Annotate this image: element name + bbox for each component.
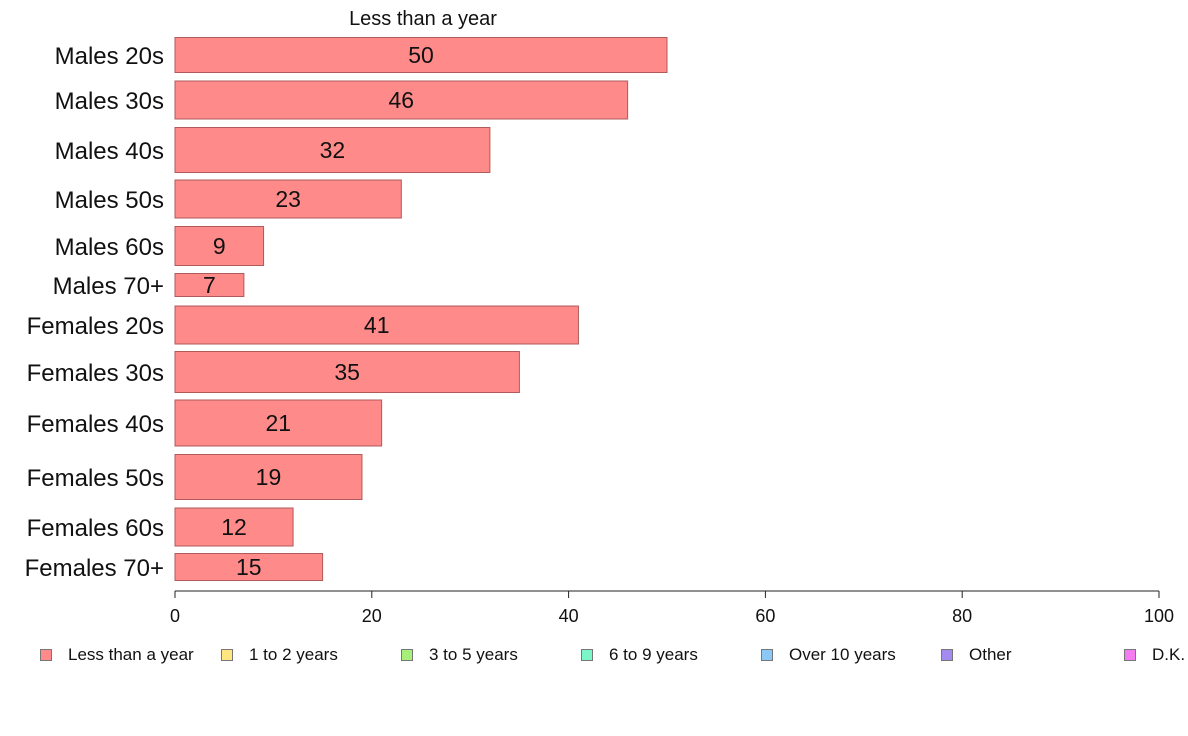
legend-label: Less than a year xyxy=(68,645,194,664)
x-tick-label: 80 xyxy=(952,606,972,626)
bar xyxy=(174,399,383,447)
bar xyxy=(174,273,245,297)
category-label: Females 40s xyxy=(27,411,164,438)
bar-value-label: 12 xyxy=(221,514,247,540)
bar xyxy=(174,553,324,581)
bar-value-label: 15 xyxy=(236,554,262,580)
category-label: Males 50s xyxy=(55,187,164,214)
legend-label: Over 10 years xyxy=(789,645,896,664)
legend-item: 1 to 2 years xyxy=(221,644,338,666)
bar-value-label: 41 xyxy=(364,312,390,338)
bar xyxy=(174,351,520,393)
chart-title: Less than a year xyxy=(349,8,497,30)
x-axis: 0 20 40 60 80 100 xyxy=(170,590,1174,626)
category-label: Males 20s xyxy=(55,43,164,70)
bar-value-label: 7 xyxy=(203,272,216,298)
legend-item: 6 to 9 years xyxy=(581,644,698,666)
legend-label: 3 to 5 years xyxy=(429,645,518,664)
legend-swatch xyxy=(761,649,773,661)
legend-swatch xyxy=(1124,649,1136,661)
bar-value-label: 19 xyxy=(256,464,282,490)
bar-value-label: 32 xyxy=(320,137,346,163)
category-label: Females 30s xyxy=(27,360,164,387)
legend-item: Less than a year xyxy=(40,644,194,666)
bar xyxy=(174,305,579,345)
category-label: Females 70+ xyxy=(25,555,164,582)
bar-value-label: 9 xyxy=(213,233,226,259)
category-label: Males 30s xyxy=(55,88,164,115)
category-label: Females 20s xyxy=(27,313,164,340)
category-label: Females 50s xyxy=(27,465,164,492)
bar-value-label: 35 xyxy=(334,359,360,385)
category-label: Males 60s xyxy=(55,234,164,261)
x-tick-label: 100 xyxy=(1144,606,1174,626)
category-label: Females 60s xyxy=(27,515,164,542)
legend-item: D.K. xyxy=(1124,644,1185,666)
bar-value-label: 23 xyxy=(275,186,301,212)
chart-legend: Less than a year 1 to 2 years 3 to 5 years… xyxy=(0,644,1188,668)
category-label: Males 70+ xyxy=(53,273,164,300)
legend-item: Other xyxy=(941,644,1012,666)
bar xyxy=(174,507,294,547)
legend-label: D.K. xyxy=(1152,645,1186,664)
bar xyxy=(174,80,629,120)
bar-value-label: 50 xyxy=(408,42,434,68)
bar xyxy=(174,179,402,219)
legend-swatch xyxy=(401,649,413,661)
legend-item: 3 to 5 years xyxy=(401,644,518,666)
x-tick-label: 40 xyxy=(559,606,579,626)
bar-value-label: 21 xyxy=(266,410,292,436)
x-tick-label: 60 xyxy=(755,606,775,626)
bar-chart: Less than a year 50 Males 20s 46 Males 30s 3… xyxy=(25,8,1174,626)
legend-swatch xyxy=(941,649,953,661)
legend-swatch xyxy=(581,649,593,661)
bars-layer: 50 Males 20s 46 Males 30s 32 Males 40s 23 Males… xyxy=(25,37,668,582)
x-tick-label: 0 xyxy=(170,606,180,626)
legend-item: Over 10 years xyxy=(761,644,896,666)
legend-label: 6 to 9 years xyxy=(609,645,698,664)
bar xyxy=(174,454,363,500)
legend-swatch xyxy=(40,649,52,661)
bar xyxy=(174,127,491,173)
legend-label: Other xyxy=(969,645,1012,664)
bar xyxy=(174,226,265,266)
bar-value-label: 46 xyxy=(389,87,415,113)
legend-swatch xyxy=(221,649,233,661)
bar xyxy=(174,37,668,73)
category-label: Males 40s xyxy=(55,138,164,165)
legend-label: 1 to 2 years xyxy=(249,645,338,664)
x-tick-label: 20 xyxy=(362,606,382,626)
